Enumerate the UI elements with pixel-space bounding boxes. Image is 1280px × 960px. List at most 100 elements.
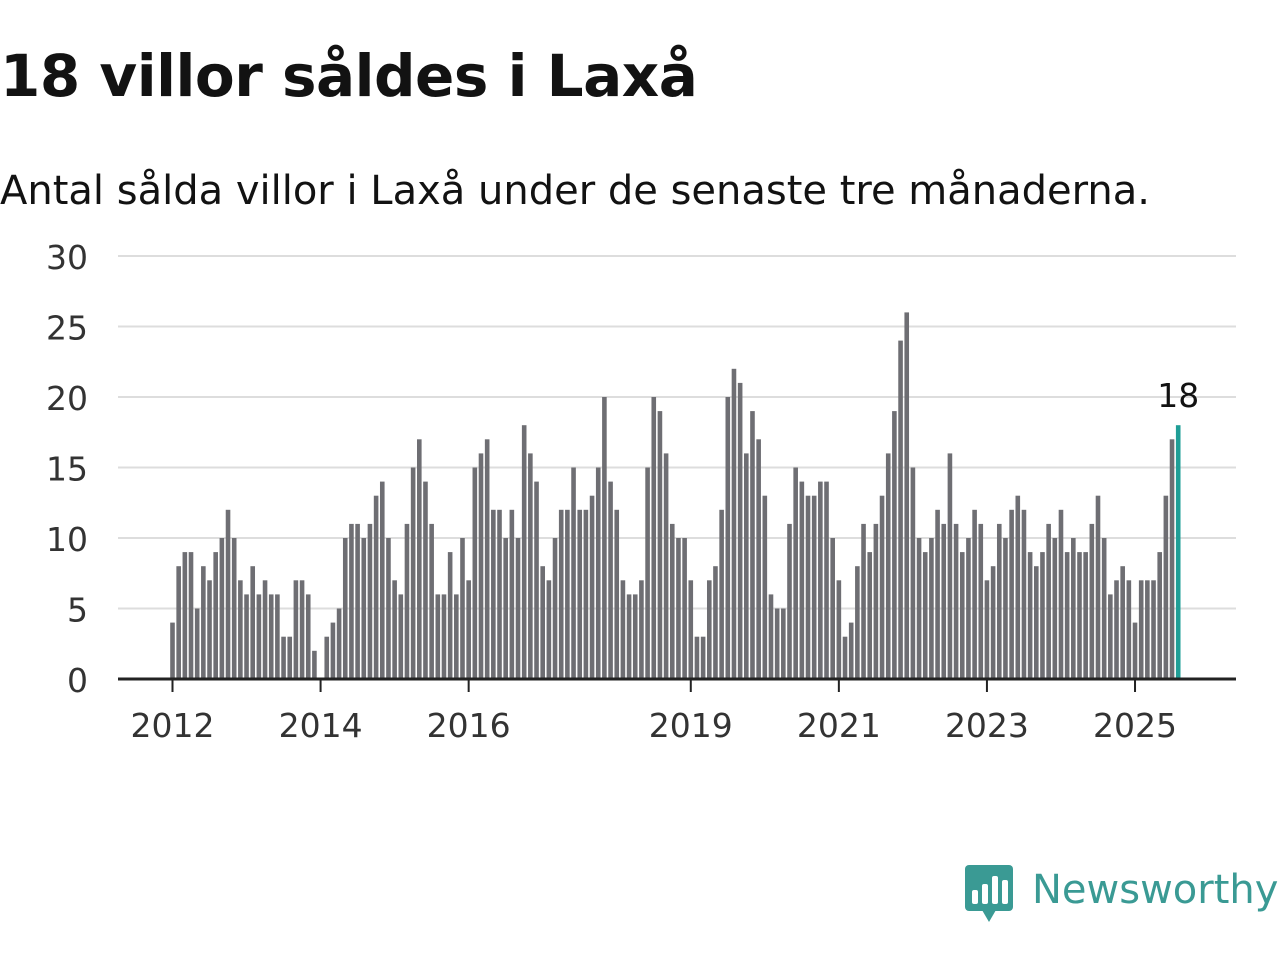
bar xyxy=(268,594,274,679)
x-tick-label: 2023 xyxy=(945,706,1029,745)
bar xyxy=(176,566,181,679)
bar xyxy=(460,538,465,679)
bar xyxy=(1101,538,1107,679)
bar xyxy=(750,411,755,679)
bar xyxy=(577,509,583,679)
bar xyxy=(262,580,268,679)
bar xyxy=(1145,580,1150,679)
bar xyxy=(528,453,533,679)
x-tick-label: 2021 xyxy=(797,706,881,745)
bar xyxy=(1083,552,1088,679)
bar xyxy=(287,636,293,679)
bar xyxy=(996,523,1002,679)
bar xyxy=(386,538,391,679)
bar xyxy=(768,594,774,679)
y-tick-label: 5 xyxy=(67,591,88,630)
bar xyxy=(565,509,570,679)
bar xyxy=(361,538,367,679)
bar xyxy=(744,453,749,679)
bar xyxy=(904,312,910,679)
bar xyxy=(892,411,897,679)
bar xyxy=(725,397,731,679)
bar xyxy=(225,509,231,679)
bar xyxy=(491,509,496,679)
annotations: 18 xyxy=(1157,376,1199,415)
bar xyxy=(503,538,508,679)
y-tick-label: 15 xyxy=(46,450,88,489)
bar xyxy=(867,552,873,679)
bar xyxy=(330,622,336,679)
bar xyxy=(349,523,354,679)
bar xyxy=(1132,622,1138,679)
x-tick-label: 2019 xyxy=(649,706,733,745)
bar xyxy=(207,580,212,679)
bar xyxy=(922,552,928,679)
bar xyxy=(620,580,626,679)
bar xyxy=(1077,552,1082,679)
bar xyxy=(1009,509,1014,679)
bar xyxy=(935,509,940,679)
bar xyxy=(1064,552,1070,679)
bar xyxy=(213,552,218,679)
bar xyxy=(848,622,854,679)
bar xyxy=(830,538,835,679)
bar xyxy=(521,425,527,679)
bar xyxy=(836,580,842,679)
bar xyxy=(231,538,237,679)
y-tick-label: 30 xyxy=(46,238,88,277)
bar xyxy=(737,382,743,679)
bar xyxy=(984,580,990,679)
bar xyxy=(990,566,996,679)
bar xyxy=(546,580,552,679)
bar xyxy=(1163,495,1169,679)
x-tick-label: 2012 xyxy=(131,706,215,745)
bar xyxy=(447,552,453,679)
bar xyxy=(336,608,342,679)
bar xyxy=(404,523,410,679)
bar xyxy=(182,552,188,679)
bar xyxy=(589,495,595,679)
bar xyxy=(558,509,564,679)
bar xyxy=(324,636,330,679)
bar xyxy=(423,481,428,679)
bar xyxy=(1071,538,1076,679)
brand-name: Newsworthy xyxy=(1032,867,1279,913)
bar xyxy=(818,481,823,679)
bar xyxy=(953,523,959,679)
bar xyxy=(1114,580,1119,679)
bar xyxy=(250,566,256,679)
x-tick-label: 2016 xyxy=(427,706,511,745)
bar xyxy=(515,538,521,679)
bar xyxy=(1089,523,1095,679)
newsworthy-logo: Newsworthy xyxy=(964,864,1280,928)
bar xyxy=(885,453,891,679)
bar xyxy=(293,580,299,679)
bar xyxy=(861,523,866,679)
bars xyxy=(170,312,1181,679)
bar xyxy=(429,523,434,679)
y-tick-label: 25 xyxy=(46,309,88,348)
bar xyxy=(355,523,360,679)
bar xyxy=(663,453,669,679)
bar xyxy=(669,523,675,679)
bar xyxy=(676,538,681,679)
bar xyxy=(787,523,792,679)
bar xyxy=(1015,495,1021,679)
bar xyxy=(170,622,175,679)
bar xyxy=(651,397,657,679)
bar xyxy=(238,580,243,679)
bar xyxy=(417,439,422,679)
bar xyxy=(1046,523,1051,679)
bar xyxy=(595,467,601,679)
bar xyxy=(454,594,459,679)
bar xyxy=(219,538,225,679)
y-tick-label: 20 xyxy=(46,379,88,418)
bar xyxy=(626,594,632,679)
bar xyxy=(972,509,977,679)
bar xyxy=(342,538,348,679)
y-tick-label: 0 xyxy=(67,661,88,700)
bar xyxy=(947,453,953,679)
bar xyxy=(657,411,663,679)
bar xyxy=(694,636,700,679)
bar xyxy=(805,495,811,679)
